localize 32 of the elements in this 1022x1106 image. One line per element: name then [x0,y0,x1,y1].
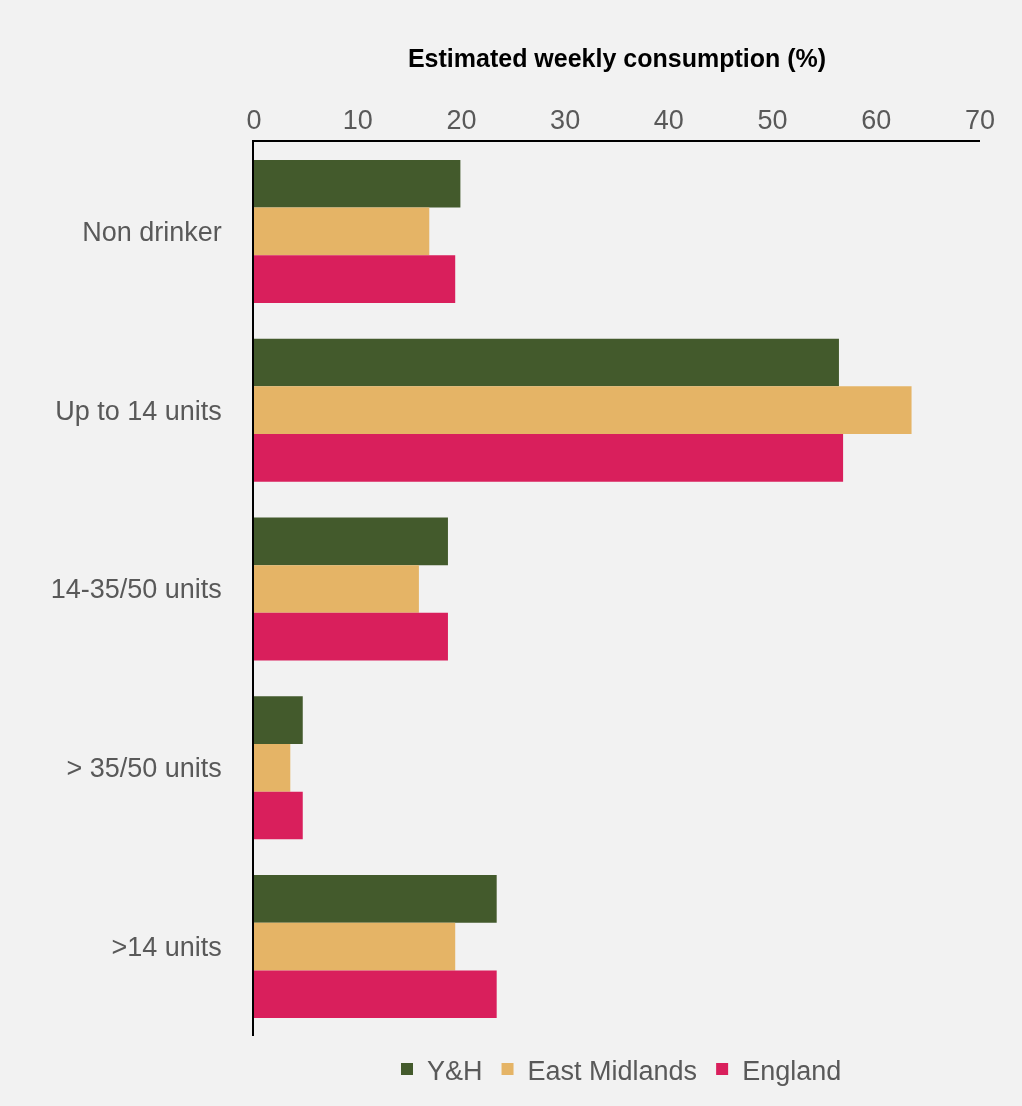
bar [254,922,456,971]
x-tick-label: 20 [446,105,477,136]
bar [254,434,844,482]
bar [254,791,303,840]
x-tick-label: 30 [550,105,581,136]
y-tick-label: >14 units [111,932,222,963]
x-axis-title: Estimated weekly consumption (%) [407,44,827,73]
bar [254,696,303,744]
x-tick-label: 10 [342,105,373,136]
y-tick-label: Up to 14 units [55,395,222,426]
legend-label: England [742,1055,842,1086]
bar [254,970,497,1019]
legend-label: Y&H [427,1055,483,1086]
x-tick-label: 70 [964,105,996,136]
x-tick-label: 50 [757,105,788,136]
bar [254,565,419,613]
y-tick-label: 14-35/50 units [50,574,222,605]
bar [254,743,291,792]
bar [254,386,912,435]
bar [254,159,461,208]
x-tick-label: 0 [246,105,262,136]
bar [254,255,456,303]
bar [254,338,839,387]
bar [254,875,497,923]
x-tick-label: 40 [653,105,684,136]
bar [254,612,448,661]
bar [254,517,448,566]
y-tick-label: Non drinker [82,216,222,247]
bar [254,207,430,256]
y-tick-label: > 35/50 units [66,753,222,784]
legend-label: East Midlands [527,1055,698,1086]
x-tick-label: 60 [861,105,892,136]
